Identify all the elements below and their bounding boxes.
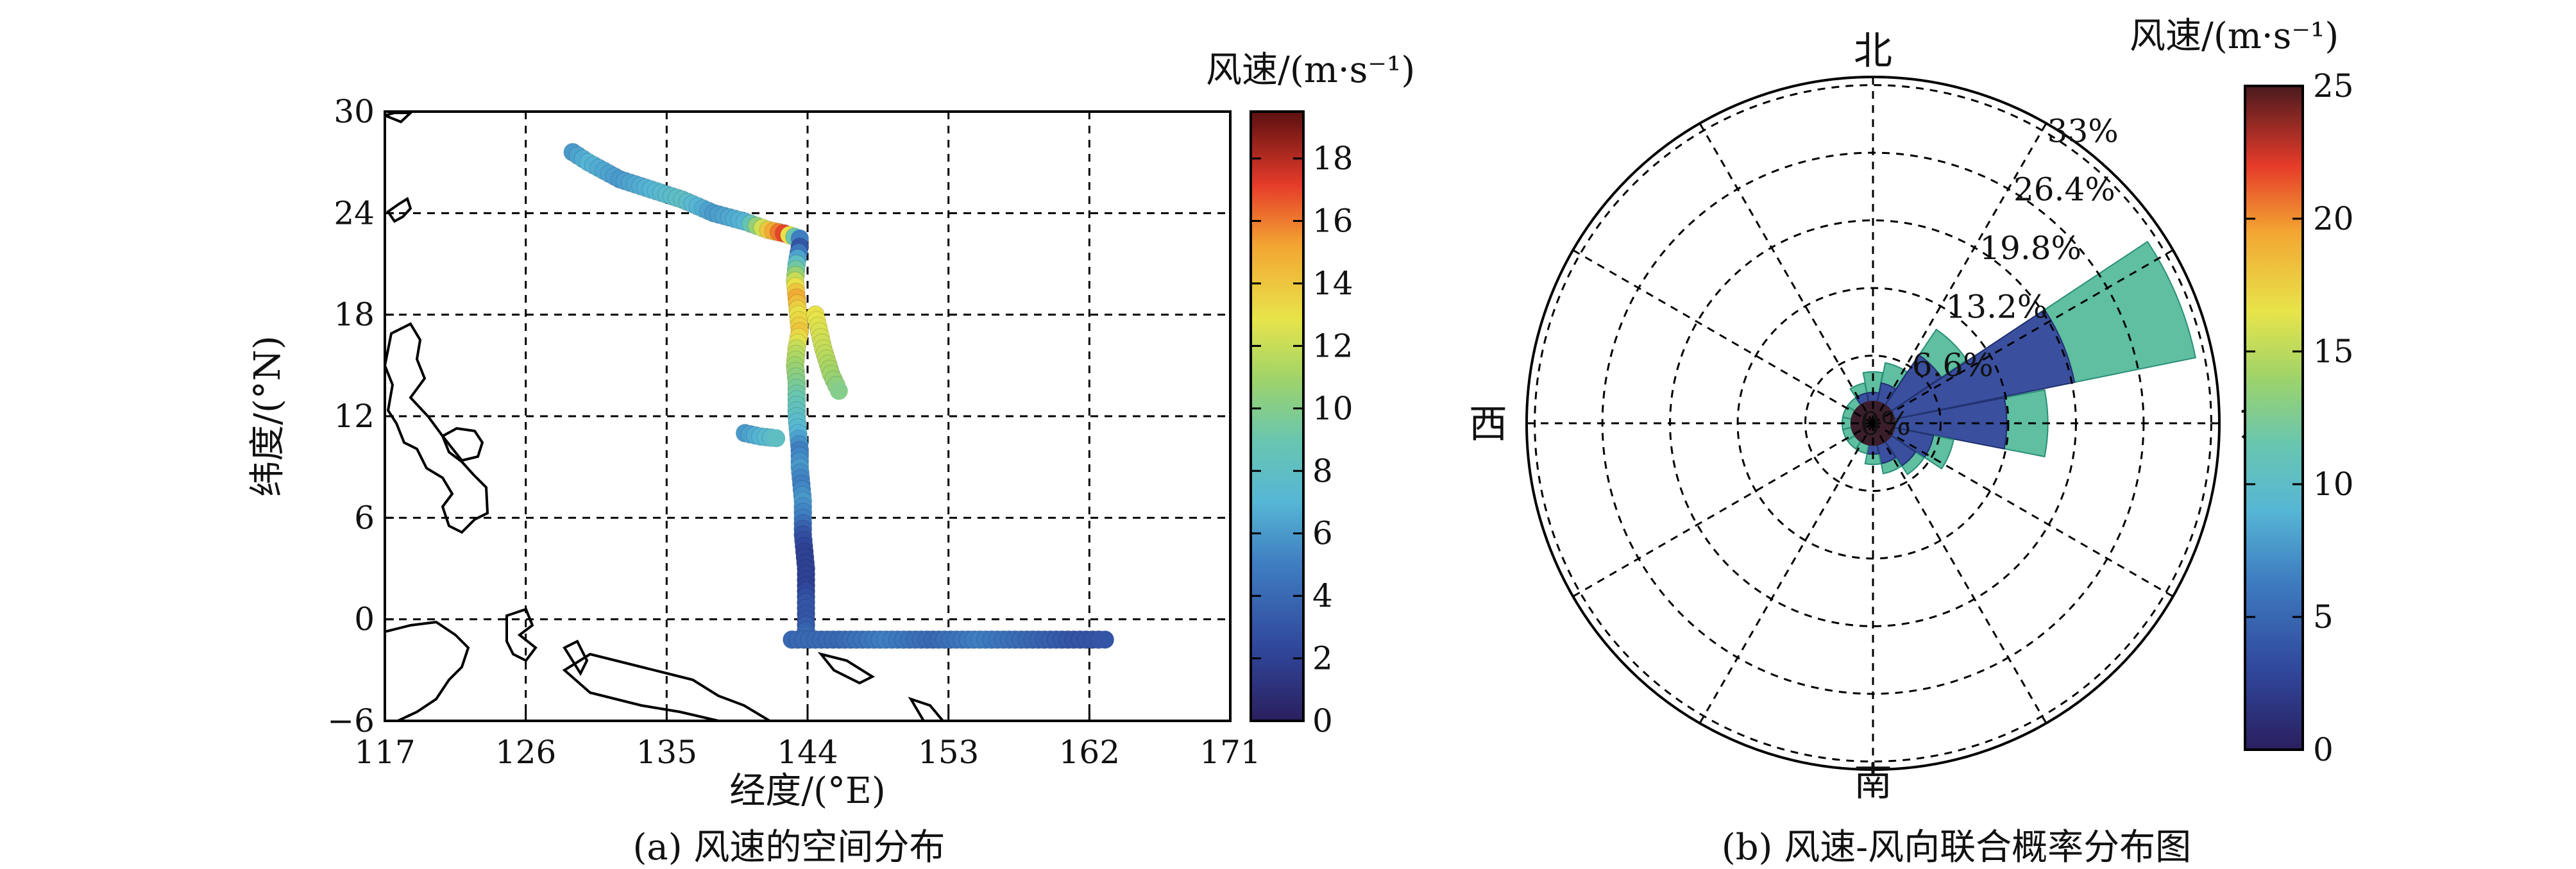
colorbar-a-tick-label: 12	[1312, 327, 1353, 364]
colorbar-a-tick-label: 6	[1312, 515, 1333, 552]
windrose-spoke	[1872, 122, 2047, 424]
windrose-spoke	[1872, 423, 2047, 724]
x-tick-label: 171	[1199, 734, 1260, 771]
x-axis-label: 经度/(°E)	[729, 770, 885, 812]
windrose-sector-low	[1872, 354, 1942, 424]
panel-a-caption: (a) 风速的空间分布	[633, 827, 945, 868]
windrose-spoke	[1699, 122, 1874, 424]
windrose-ring-label: 13.2%	[1945, 288, 2047, 325]
x-tick-label: 153	[918, 734, 979, 771]
windrose-ring-label: 33%	[2047, 112, 2119, 149]
coastline-new-guinea	[562, 652, 772, 721]
windrose-ring-label: 0%	[1860, 405, 1911, 443]
windrose-ring	[1736, 287, 2010, 560]
grid-lines	[385, 112, 1230, 721]
track-point	[829, 382, 848, 400]
colorbar-a-tick-label: 4	[1312, 577, 1333, 614]
colorbar-b-ticks: 0 5 10 15 20 25	[2245, 67, 2354, 768]
axis-ticks: 117 126 135 144 153 162 171 −6 0 6 12 18 24 30	[327, 93, 1260, 771]
colorbar-b-tick-label: 0	[2313, 731, 2334, 768]
windrose-ring-label: 19.8%	[1979, 230, 2081, 267]
coastline-borneo	[385, 620, 470, 721]
y-tick-label: 30	[334, 93, 375, 130]
y-tick-label: 6	[354, 499, 375, 536]
colorbar-a-ticks: 0 2 4 6 8 10 12 14 16 18	[1251, 140, 1353, 739]
coastline-mindanao	[440, 426, 484, 462]
coastlines	[385, 112, 945, 721]
direction-south: 南	[1854, 760, 1892, 805]
colorbar-b-tick-label: 15	[2313, 333, 2354, 370]
windrose-spoke	[1572, 249, 1874, 425]
colorbar-a-tick-label: 16	[1312, 203, 1353, 240]
colorbar-a	[1250, 110, 1305, 722]
colorbar-b-tick-label: 25	[2313, 67, 2354, 105]
windrose-ring	[1534, 84, 2212, 763]
direction-north: 北	[1854, 29, 1892, 74]
track-point	[767, 429, 786, 448]
windrose-ring	[1804, 355, 1942, 492]
x-tick-label: 162	[1059, 734, 1120, 771]
windrose-spoke	[1699, 423, 1874, 724]
colorbar-b-tick-label: 10	[2313, 466, 2354, 503]
x-tick-label: 126	[495, 734, 556, 771]
y-tick-label: −6	[327, 702, 375, 739]
coastline-solomon	[908, 696, 945, 721]
colorbar-a-tick-label: 18	[1312, 140, 1353, 177]
y-tick-label: 12	[334, 398, 375, 435]
x-tick-label: 144	[777, 734, 838, 771]
colorbar-a-tick-label: 10	[1312, 390, 1353, 427]
windrose-ring-label: 26.4%	[2013, 171, 2115, 208]
windrose-outer-circle	[1525, 76, 2221, 771]
track-point	[1096, 630, 1114, 649]
y-tick-label: 0	[354, 601, 375, 638]
colorbar-a-tick-label: 2	[1312, 640, 1333, 677]
colorbar-b	[2244, 85, 2304, 751]
coastline-philippines	[385, 322, 489, 534]
coastline-asia	[385, 112, 414, 124]
windrose-spokes	[1527, 77, 2219, 770]
colorbar-b-title: 风速/(m·s⁻¹)	[2130, 15, 2339, 57]
colorbar-a-title: 风速/(m·s⁻¹)	[1206, 49, 1415, 91]
windrose-spoke	[1872, 249, 2174, 425]
windrose-panel: 0%6.6%13.2%19.8%26.4%33% 北 东 南 西 (b) 风速-…	[1469, 15, 2354, 868]
coastline-png-islands	[817, 652, 876, 685]
coastline-sulawesi	[505, 607, 538, 662]
x-tick-label: 117	[354, 734, 415, 771]
x-tick-label: 135	[636, 734, 697, 771]
colorbar-b-tick-label: 20	[2313, 200, 2354, 237]
windrose-ring-label: 6.6%	[1912, 347, 1994, 384]
colorbar-a-tick-label: 8	[1312, 452, 1333, 489]
panel-b-caption: (b) 风速-风向联合概率分布图	[1722, 827, 2191, 868]
colorbar-a-tick-label: 14	[1312, 265, 1353, 302]
direction-west: 西	[1469, 402, 1507, 447]
windrose-ring-labels: 0%6.6% 13.2% 19.8% 26.4% 33%	[1860, 112, 2119, 443]
coastline-taiwan	[386, 196, 412, 223]
y-tick-label: 24	[334, 194, 375, 232]
windrose-spoke	[1572, 422, 1874, 598]
colorbar-a-tick-label: 0	[1312, 702, 1333, 739]
windrose-spoke	[1872, 422, 2174, 598]
y-axis-label: 纬度/(°N)	[247, 335, 289, 497]
y-tick-label: 18	[334, 296, 375, 333]
colorbar-b-tick-label: 5	[2313, 598, 2334, 636]
scatter-points	[563, 142, 1114, 649]
